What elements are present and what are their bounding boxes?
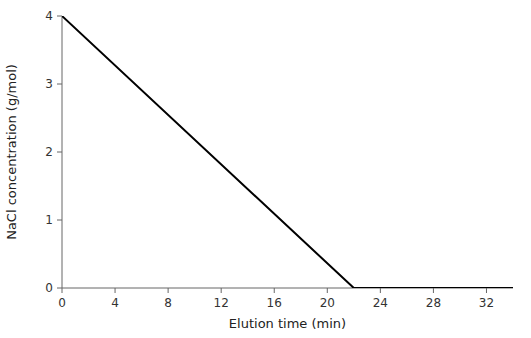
x-tick (486, 288, 487, 293)
x-tick-label: 20 (320, 296, 335, 310)
y-tick-label: 4 (45, 9, 53, 23)
y-axis: 0 1 2 3 4 (45, 9, 62, 295)
x-tick-label: 32 (479, 296, 494, 310)
x-tick-label: 28 (426, 296, 441, 310)
y-tick-label: 3 (45, 77, 53, 91)
x-tick-label: 8 (164, 296, 172, 310)
plot-area (62, 16, 513, 288)
y-axis-label: NaCl concentration (g/mol) (4, 64, 19, 240)
x-tick (274, 288, 275, 293)
y-tick (57, 220, 62, 221)
x-tick (221, 288, 222, 293)
y-tick (57, 288, 62, 289)
x-tick (327, 288, 328, 293)
x-tick-label: 12 (214, 296, 229, 310)
chart-container: 04812162024283201234Elution time (min)Na… (0, 0, 531, 338)
x-tick-label: 16 (267, 296, 282, 310)
x-tick (115, 288, 116, 293)
y-tick (57, 16, 62, 17)
x-tick-label: 4 (111, 296, 119, 310)
y-tick (57, 84, 62, 85)
y-tick (57, 152, 62, 153)
x-tick (168, 288, 169, 293)
y-tick-label: 2 (45, 145, 53, 159)
x-tick (380, 288, 381, 293)
x-axis-label: Elution time (min) (229, 316, 346, 331)
x-tick (433, 288, 434, 293)
y-tick-label: 1 (45, 213, 53, 227)
y-tick-label: 0 (45, 281, 53, 295)
x-tick-label: 0 (58, 296, 66, 310)
x-tick-label: 24 (373, 296, 388, 310)
chart: 04812162024283201234Elution time (min)Na… (0, 0, 531, 338)
x-axis: 0 4 8 12 16 20 24 28 32 (58, 288, 494, 310)
x-tick (62, 288, 63, 293)
data-line (62, 16, 513, 288)
